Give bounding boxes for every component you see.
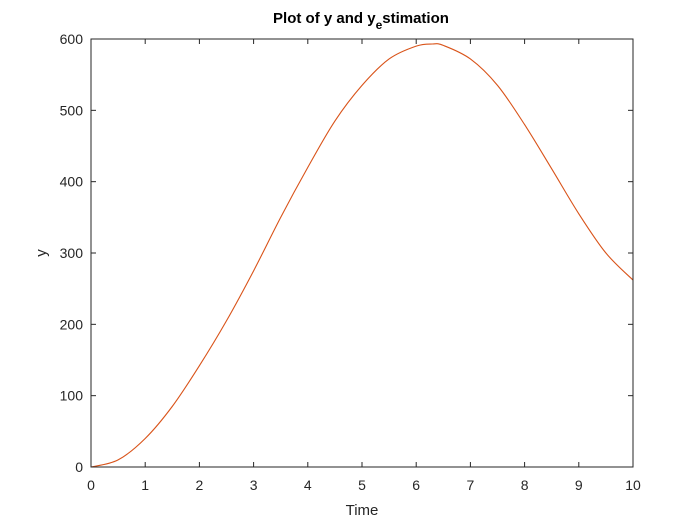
- x-axis-label: Time: [346, 502, 379, 519]
- series-line-0: [90, 43, 634, 468]
- chart-title: Plot of y and yestimation: [273, 10, 449, 32]
- y-tick-label-0: 0: [75, 459, 83, 475]
- y-tick-label-500: 500: [60, 102, 84, 118]
- title-suffix: stimation: [382, 10, 449, 27]
- x-tick-label-0: 0: [87, 477, 95, 493]
- x-tick-label-8: 8: [521, 477, 529, 493]
- y-axis-label: y: [33, 249, 50, 257]
- y-tick-label-400: 400: [60, 174, 84, 190]
- x-tick-label-2: 2: [196, 477, 204, 493]
- x-tick-label-7: 7: [467, 477, 475, 493]
- plot-background: [91, 39, 633, 467]
- x-tick-label-9: 9: [575, 477, 583, 493]
- y-tick-label-300: 300: [60, 245, 84, 261]
- x-tick-label-3: 3: [250, 477, 258, 493]
- x-tick-label-4: 4: [304, 477, 312, 493]
- x-tick-label-6: 6: [412, 477, 420, 493]
- y-tick-label-200: 200: [60, 316, 84, 332]
- y-tick-label-600: 600: [60, 31, 84, 47]
- x-tick-label-10: 10: [625, 477, 641, 493]
- title-subscript: e: [376, 18, 383, 32]
- x-tick-label-1: 1: [141, 477, 149, 493]
- title-main: Plot of y and y: [273, 10, 376, 27]
- y-tick-label-100: 100: [60, 388, 84, 404]
- x-tick-label-5: 5: [358, 477, 366, 493]
